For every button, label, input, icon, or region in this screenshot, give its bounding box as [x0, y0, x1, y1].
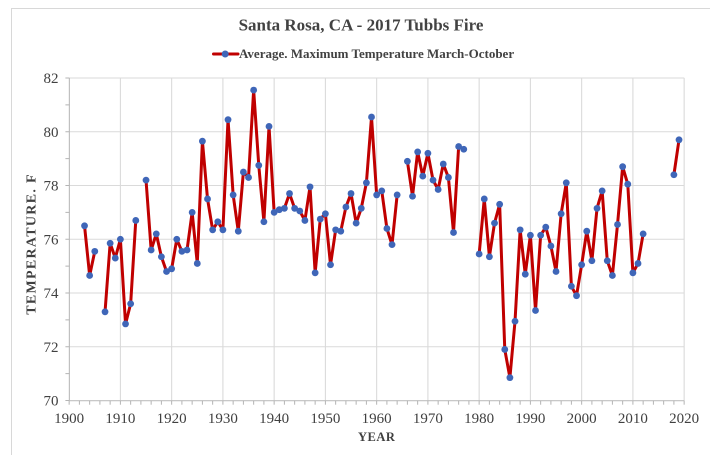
svg-text:TEMPERATURE. F: TEMPERATURE. F	[25, 173, 40, 315]
svg-text:1980: 1980	[464, 411, 494, 427]
svg-text:1950: 1950	[310, 411, 340, 427]
svg-text:1910: 1910	[105, 411, 135, 427]
svg-text:Santa Rosa, CA - 2017 Tubbs Fi: Santa Rosa, CA - 2017 Tubbs Fire	[239, 16, 484, 35]
svg-text:76: 76	[44, 232, 60, 248]
svg-text:2000: 2000	[567, 411, 597, 427]
svg-text:1960: 1960	[362, 411, 392, 427]
svg-text:1940: 1940	[259, 411, 289, 427]
svg-text:74: 74	[44, 286, 60, 302]
svg-text:1990: 1990	[515, 411, 545, 427]
svg-text:2020: 2020	[669, 411, 699, 427]
svg-text:82: 82	[44, 71, 59, 87]
svg-text:78: 78	[44, 179, 59, 195]
svg-text:72: 72	[44, 340, 59, 356]
svg-text:2010: 2010	[618, 411, 648, 427]
svg-text:YEAR: YEAR	[358, 430, 396, 444]
svg-text:Average. Maximum Temperature M: Average. Maximum Temperature March-Octob…	[239, 46, 514, 61]
svg-text:1900: 1900	[54, 411, 84, 427]
svg-text:1930: 1930	[208, 411, 238, 427]
svg-text:1920: 1920	[157, 411, 187, 427]
svg-text:70: 70	[44, 394, 59, 410]
svg-text:1970: 1970	[413, 411, 443, 427]
svg-text:80: 80	[44, 125, 59, 141]
